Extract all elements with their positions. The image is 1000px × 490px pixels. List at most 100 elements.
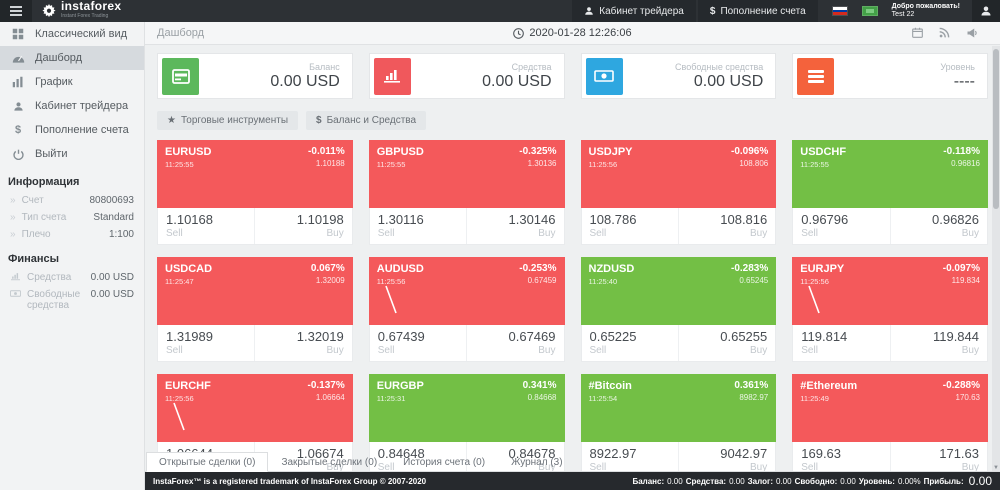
instrument-tile-header[interactable]: GBPUSD 11:25:55 -0.325% 1.30136 <box>368 140 565 208</box>
tab[interactable]: Открытые сделки (0) <box>146 452 269 472</box>
instrument-tile-header[interactable]: EURJPY 11:25:56 -0.097% 119.834 <box>792 257 988 325</box>
instrument-tile: USDCAD 11:25:47 0.067% 1.32009 1.31989 Sell 1.… <box>157 257 353 362</box>
buy-label: Buy <box>326 345 344 356</box>
tab[interactable]: История счета (0) <box>403 457 486 468</box>
last-price: 1.32009 <box>315 276 345 285</box>
instrument-tile: NZDUSD 11:25:40 -0.283% 0.65245 0.65225 Sell 0… <box>580 257 777 362</box>
info-value: Standard <box>93 212 134 223</box>
currency-flag-icon[interactable] <box>861 6 878 16</box>
buy-button[interactable]: 0.96826 Buy <box>889 208 987 244</box>
trading-instruments-button[interactable]: ★ Торговые инструменты <box>157 111 298 130</box>
tab[interactable]: Журнал (3) <box>511 457 563 468</box>
buy-button[interactable]: 1.10198 Buy <box>254 208 351 244</box>
summary-card-body: Уровень ---- <box>834 62 983 91</box>
account-info-row: » Тип счета Standard <box>0 209 144 226</box>
instrument-tile-header[interactable]: EURCHF 11:25:56 -0.137% 1.06664 <box>157 374 353 442</box>
star-icon: ★ <box>167 115 176 126</box>
sell-button[interactable]: 1.30116 Sell <box>370 208 466 244</box>
instrument-symbol: GBPUSD <box>376 146 424 158</box>
sell-button[interactable]: 8922.97 Sell <box>582 442 678 478</box>
instrument-symbol: USDJPY <box>588 146 633 158</box>
buy-label: Buy <box>750 228 768 239</box>
buy-button[interactable]: 0.65255 Buy <box>677 325 775 361</box>
instrument-tile-header[interactable]: EURGBP 11:25:31 0.341% 0.84668 <box>368 374 565 442</box>
change-percent: -0.118% <box>943 146 980 157</box>
sidebar-section-info: Информация <box>8 176 80 188</box>
announcement-icon[interactable] <box>966 27 978 39</box>
instrument-tile-header[interactable]: EURUSD 11:25:55 -0.011% 1.10188 <box>157 140 353 208</box>
instrument-symbol: #Ethereum <box>800 380 858 392</box>
instrument-tile-header[interactable]: NZDUSD 11:25:40 -0.283% 0.65245 <box>580 257 777 325</box>
last-price: 1.10188 <box>315 159 345 168</box>
info-label-text: Тип счета <box>21 212 67 223</box>
buy-price: 1.10198 <box>296 212 344 227</box>
quote-time: 11:25:56 <box>588 160 618 169</box>
instrument-tile-header[interactable]: USDJPY 11:25:56 -0.096% 108.806 <box>580 140 777 208</box>
change-percent: -0.325% <box>519 146 557 157</box>
welcome-text: Добро пожаловать! <box>891 3 960 10</box>
buy-button[interactable]: 1.32019 Buy <box>254 325 351 361</box>
instrument-symbol: USDCAD <box>165 263 213 275</box>
dollar-icon: $ <box>316 115 322 126</box>
sell-button[interactable]: 0.65225 Sell <box>582 325 678 361</box>
buy-button[interactable]: 108.816 Buy <box>677 208 775 244</box>
avatar[interactable] <box>972 0 1000 22</box>
buy-price: 108.816 <box>720 212 768 227</box>
buy-button[interactable]: 9042.97 Buy <box>677 442 775 478</box>
buy-button[interactable]: 0.84678 Buy <box>466 442 563 478</box>
instrument-tile-header[interactable]: AUDUSD 11:25:56 -0.253% 0.67459 <box>368 257 565 325</box>
buy-price: 171.63 <box>939 446 979 461</box>
sidebar-item[interactable]: График <box>0 70 144 94</box>
summary-card-label: Уровень <box>940 61 975 72</box>
sell-button[interactable]: 0.67439 Sell <box>370 325 466 361</box>
language-flag-ru-icon[interactable] <box>831 6 848 16</box>
instrument-tile-header[interactable]: USDCHF 11:25:55 -0.118% 0.96816 <box>792 140 988 208</box>
sparkline-chart <box>381 283 411 319</box>
calendar-icon[interactable] <box>912 27 923 39</box>
trader-cabinet-button[interactable]: Кабинет трейдера <box>572 0 696 22</box>
sell-button[interactable]: 1.31989 Sell <box>158 325 254 361</box>
account-info-row: » Счет 80800693 <box>0 192 144 209</box>
sidebar-item[interactable]: Классический вид <box>0 22 144 46</box>
classic-view-icon <box>11 28 25 40</box>
scrollbar-down-arrow[interactable]: ▼ <box>993 465 999 471</box>
sell-button[interactable]: 0.84648 Sell <box>370 442 466 478</box>
chevron-right-icon: » <box>10 229 16 240</box>
quote-time: 11:25:54 <box>588 394 618 403</box>
buy-button[interactable]: 0.67469 Buy <box>466 325 563 361</box>
balance-funds-button[interactable]: $ Баланс и Средства <box>306 111 427 130</box>
sidebar-item[interactable]: Выйти <box>0 142 144 166</box>
last-price: 1.06664 <box>315 393 345 402</box>
deposit-label: Пополнение счета <box>720 5 806 17</box>
change-percent: -0.011% <box>308 146 345 157</box>
menu-toggle-button[interactable] <box>0 0 32 22</box>
sidebar-item[interactable]: Дашборд <box>0 46 144 70</box>
sell-label: Sell <box>377 462 395 473</box>
instrument-tile-header[interactable]: #Ethereum 11:25:49 -0.288% 170.63 <box>792 374 988 442</box>
tab[interactable]: Закрытые сделки (0) <box>281 457 378 468</box>
bar-chart-icon <box>10 272 21 281</box>
sell-button[interactable]: 108.786 Sell <box>582 208 678 244</box>
buy-button[interactable]: 1.30146 Buy <box>466 208 563 244</box>
sidebar-item[interactable]: Кабинет трейдера <box>0 94 144 118</box>
scrollbar-thumb[interactable] <box>993 49 999 209</box>
deposit-button[interactable]: $ Пополнение счета <box>697 0 818 22</box>
buy-button[interactable]: 171.63 Buy <box>889 442 987 478</box>
vertical-scrollbar[interactable]: ▼ <box>992 46 1000 471</box>
buy-button[interactable]: 119.844 Buy <box>889 325 987 361</box>
buy-price: 119.844 <box>932 329 979 344</box>
sell-button[interactable]: 1.10168 Sell <box>158 208 254 244</box>
sell-price: 0.65225 <box>589 329 637 344</box>
stat-label: Прибыль: <box>923 476 964 486</box>
change-percent: -0.137% <box>307 380 345 391</box>
quote-panel: 108.786 Sell 108.816 Buy <box>580 208 777 245</box>
instrument-tile-header[interactable]: USDCAD 11:25:47 0.067% 1.32009 <box>157 257 353 325</box>
buy-price: 1.30146 <box>508 212 556 227</box>
sell-button[interactable]: 119.814 Sell <box>793 325 889 361</box>
banknote-icon <box>585 57 623 95</box>
instrument-tile-header[interactable]: #Bitcoin 11:25:54 0.361% 8982.97 <box>580 374 777 442</box>
sidebar-item[interactable]: $ Пополнение счета <box>0 118 144 142</box>
sell-button[interactable]: 0.96796 Sell <box>793 208 889 244</box>
sell-button[interactable]: 169.63 Sell <box>793 442 889 478</box>
rss-icon[interactable] <box>939 27 950 39</box>
